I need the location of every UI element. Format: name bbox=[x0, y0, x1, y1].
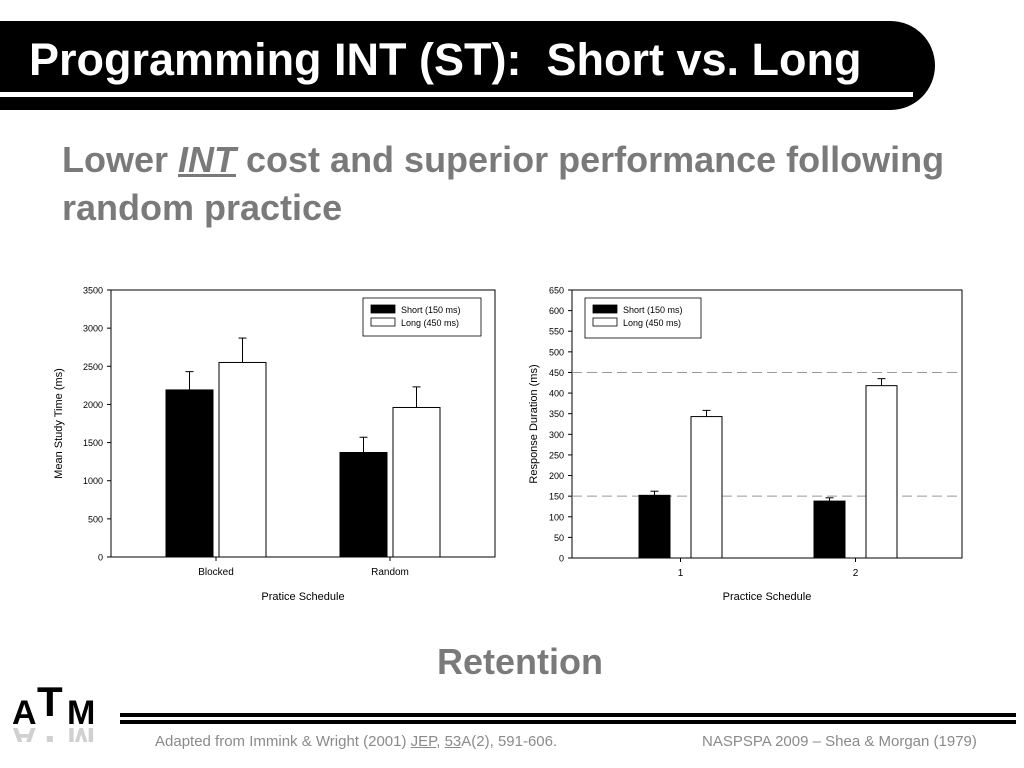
subtitle-part2: cost and superior performance following … bbox=[62, 139, 945, 228]
x-tick-label: Random bbox=[371, 567, 409, 578]
y-tick-label: 1000 bbox=[83, 476, 103, 486]
title-underline bbox=[0, 92, 913, 97]
legend-swatch-0 bbox=[592, 304, 618, 314]
legend-label-0: Short (150 ms) bbox=[623, 305, 683, 315]
y-tick-label: 0 bbox=[98, 553, 103, 563]
y-tick-label: 500 bbox=[549, 347, 564, 357]
atm-logo: A T M A T M bbox=[12, 682, 95, 742]
y-tick-label: 600 bbox=[549, 306, 564, 316]
bar-1-1 bbox=[690, 416, 723, 559]
bar-1-0 bbox=[638, 494, 671, 559]
y-tick-label: 2500 bbox=[83, 362, 103, 372]
x-tick-label: Blocked bbox=[198, 567, 234, 578]
y-tick-label: 250 bbox=[549, 450, 564, 460]
svg-text:M: M bbox=[67, 720, 95, 742]
footer-source: NASPSPA 2009 – Shea & Morgan (1979) bbox=[702, 733, 977, 750]
slide-title: Programming INT (ST): Short vs. Long bbox=[29, 34, 862, 85]
subtitle-emphasis: INT bbox=[178, 139, 237, 180]
svg-text:A: A bbox=[12, 694, 37, 732]
bar-Random-1 bbox=[392, 406, 441, 558]
bar-2-1 bbox=[865, 385, 898, 559]
legend-swatch-1 bbox=[370, 317, 396, 327]
legend-box bbox=[362, 297, 482, 337]
legend-swatch-0 bbox=[370, 304, 396, 314]
y-tick-label: 200 bbox=[549, 471, 564, 481]
svg-text:T: T bbox=[37, 682, 63, 725]
footer-rule-bottom bbox=[120, 720, 1016, 724]
y-axis-label: Mean Study Time (ms) bbox=[53, 368, 65, 479]
x-axis-label: Practice Schedule bbox=[723, 591, 812, 603]
legend-label-0: Short (150 ms) bbox=[401, 305, 461, 315]
y-tick-label: 0 bbox=[559, 554, 564, 564]
footer-citation: Adapted from Immink & Wright (2001) JEP,… bbox=[155, 733, 557, 750]
study-time-chart: 0 500 1000 1500 2000 2500 3000 3500 Blocked Rando… bbox=[40, 280, 510, 610]
response-duration-chart: 0 50 100 150 200 250 300 350 400 450 500 550 600 650 1… bbox=[515, 280, 975, 610]
retention-label: Retention bbox=[437, 641, 603, 682]
x-tick-label: 1 bbox=[678, 568, 684, 579]
y-tick-label: 50 bbox=[554, 533, 564, 543]
svg-text:M: M bbox=[67, 694, 95, 732]
legend-label-1: Long (450 ms) bbox=[623, 318, 681, 328]
y-tick-label: 150 bbox=[549, 492, 564, 502]
y-tick-label: 350 bbox=[549, 409, 564, 419]
y-axis-label: Response Duration (ms) bbox=[528, 364, 540, 483]
y-tick-label: 100 bbox=[549, 512, 564, 522]
y-tick-label: 1500 bbox=[83, 438, 103, 448]
y-tick-label: 550 bbox=[549, 327, 564, 337]
y-tick-label: 500 bbox=[88, 514, 103, 524]
footer-sep: , bbox=[436, 733, 445, 750]
subtitle-part1: Lower bbox=[62, 139, 179, 180]
y-tick-label: 2000 bbox=[83, 400, 103, 410]
bar-Blocked-1 bbox=[218, 361, 267, 558]
slide-subtitle: Lower INT cost and superior performance … bbox=[62, 136, 962, 232]
y-tick-label: 450 bbox=[549, 368, 564, 378]
bar-Blocked-0 bbox=[165, 389, 214, 558]
legend-swatch-1 bbox=[592, 317, 618, 327]
footer-prefix: Adapted from Immink & Wright (2001) bbox=[155, 733, 411, 750]
bar-2-0 bbox=[813, 500, 846, 559]
legend-label-1: Long (450 ms) bbox=[401, 318, 459, 328]
footer-journal: JEP bbox=[410, 733, 437, 750]
y-tick-label: 300 bbox=[549, 430, 564, 440]
bar-Random-0 bbox=[339, 451, 388, 558]
x-tick-label: 2 bbox=[853, 568, 859, 579]
svg-text:A: A bbox=[12, 720, 37, 742]
y-tick-label: 3500 bbox=[83, 286, 103, 296]
svg-text:T: T bbox=[37, 727, 63, 742]
footer-volume: 53 bbox=[444, 733, 462, 750]
footer-rule-top bbox=[120, 713, 1016, 717]
x-axis-label: Pratice Schedule bbox=[261, 591, 344, 603]
y-tick-label: 3000 bbox=[83, 324, 103, 334]
y-tick-label: 400 bbox=[549, 389, 564, 399]
footer-suffix: A(2), 591-606. bbox=[461, 733, 558, 750]
y-tick-label: 650 bbox=[549, 286, 564, 296]
